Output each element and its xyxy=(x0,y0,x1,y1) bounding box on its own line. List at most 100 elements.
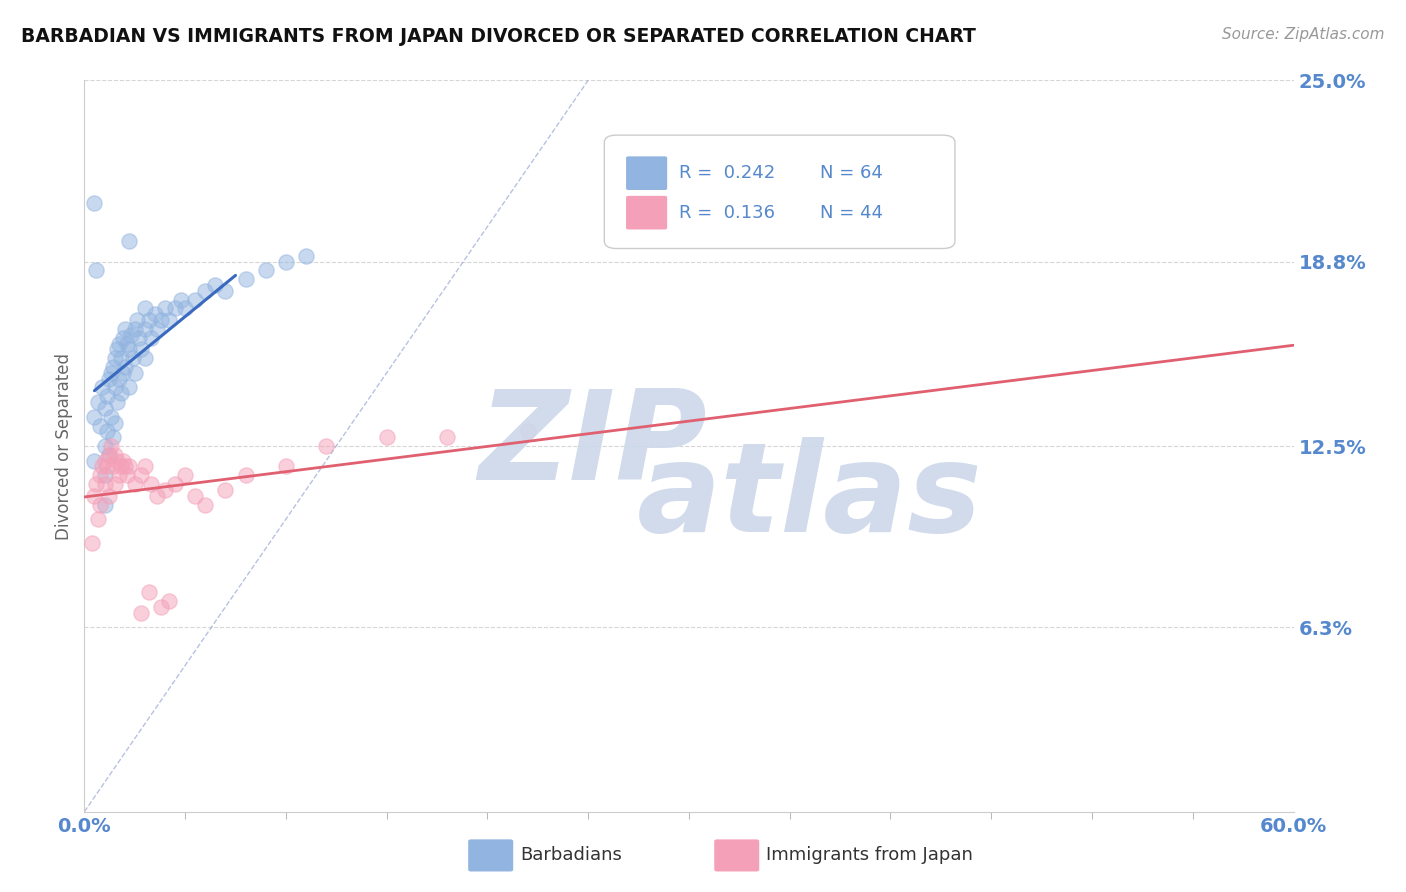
Point xyxy=(101,430,124,444)
Point xyxy=(214,483,236,497)
Point xyxy=(165,477,187,491)
Point xyxy=(184,489,207,503)
Point xyxy=(97,448,120,462)
Point xyxy=(184,293,207,307)
Point xyxy=(204,278,226,293)
Point xyxy=(115,468,138,483)
Text: R =  0.136: R = 0.136 xyxy=(679,203,775,222)
Point xyxy=(149,313,172,327)
Point xyxy=(129,606,152,620)
Point xyxy=(93,453,115,467)
Point xyxy=(89,468,111,483)
Point xyxy=(110,386,132,401)
Y-axis label: Divorced or Separated: Divorced or Separated xyxy=(55,352,73,540)
Point xyxy=(89,418,111,433)
Point xyxy=(121,351,143,366)
Point xyxy=(134,351,156,366)
Point xyxy=(516,425,538,439)
Point xyxy=(157,594,180,608)
Text: N = 64: N = 64 xyxy=(820,164,883,182)
Point xyxy=(93,401,115,415)
Point xyxy=(129,468,152,483)
Point xyxy=(105,343,128,357)
Point xyxy=(157,313,180,327)
Point xyxy=(128,331,150,345)
Point xyxy=(125,313,148,327)
Point xyxy=(194,498,217,512)
Point xyxy=(146,489,169,503)
Point xyxy=(134,322,156,336)
Point xyxy=(104,351,127,366)
Point xyxy=(100,439,122,453)
Text: N = 44: N = 44 xyxy=(820,203,883,222)
Point xyxy=(107,372,129,386)
Point xyxy=(138,313,160,327)
Point xyxy=(114,322,136,336)
Point xyxy=(86,477,108,491)
Point xyxy=(83,196,105,211)
Point xyxy=(114,359,136,374)
Point xyxy=(107,336,129,351)
Point xyxy=(93,468,115,483)
Point xyxy=(254,263,277,277)
Point xyxy=(149,599,172,614)
Point xyxy=(86,263,108,277)
Point xyxy=(100,409,122,424)
Point xyxy=(111,453,134,467)
Point xyxy=(105,453,128,467)
Point xyxy=(97,489,120,503)
Text: ZIP: ZIP xyxy=(478,385,707,507)
Text: Source: ZipAtlas.com: Source: ZipAtlas.com xyxy=(1222,27,1385,42)
Point xyxy=(134,301,156,316)
Point xyxy=(214,284,236,298)
Point xyxy=(170,293,193,307)
Point xyxy=(110,351,132,366)
Point xyxy=(235,272,257,286)
Point xyxy=(118,459,141,474)
Point xyxy=(139,331,162,345)
Text: Barbadians: Barbadians xyxy=(520,847,621,864)
Point xyxy=(118,343,141,357)
Point xyxy=(101,359,124,374)
Point xyxy=(129,343,152,357)
FancyBboxPatch shape xyxy=(626,196,668,229)
Point xyxy=(174,301,197,316)
Point xyxy=(153,483,176,497)
Point xyxy=(96,389,118,403)
Point xyxy=(165,301,187,316)
Point xyxy=(82,535,104,549)
Point xyxy=(174,468,197,483)
Point xyxy=(115,336,138,351)
Point xyxy=(83,409,105,424)
Point xyxy=(93,439,115,453)
Point xyxy=(436,430,458,444)
Point xyxy=(101,459,124,474)
Point xyxy=(107,468,129,483)
Point xyxy=(114,459,136,474)
Point xyxy=(91,459,114,474)
Point xyxy=(274,459,297,474)
Point xyxy=(104,477,127,491)
Text: atlas: atlas xyxy=(637,437,983,558)
Point xyxy=(111,331,134,345)
Point xyxy=(93,477,115,491)
Point xyxy=(375,430,398,444)
Text: BARBADIAN VS IMMIGRANTS FROM JAPAN DIVORCED OR SEPARATED CORRELATION CHART: BARBADIAN VS IMMIGRANTS FROM JAPAN DIVOR… xyxy=(21,27,976,45)
Point xyxy=(118,380,141,394)
Point xyxy=(104,416,127,430)
Point xyxy=(96,459,118,474)
Point xyxy=(93,498,115,512)
Point xyxy=(105,395,128,409)
Point xyxy=(104,448,127,462)
Point xyxy=(139,477,162,491)
Point xyxy=(118,234,141,248)
Point xyxy=(235,468,257,483)
Point xyxy=(295,249,318,263)
Text: R =  0.242: R = 0.242 xyxy=(679,164,776,182)
Point xyxy=(100,366,122,380)
Point xyxy=(97,448,120,462)
Point xyxy=(110,459,132,474)
Point xyxy=(87,512,110,526)
Point xyxy=(111,366,134,380)
Point xyxy=(134,459,156,474)
